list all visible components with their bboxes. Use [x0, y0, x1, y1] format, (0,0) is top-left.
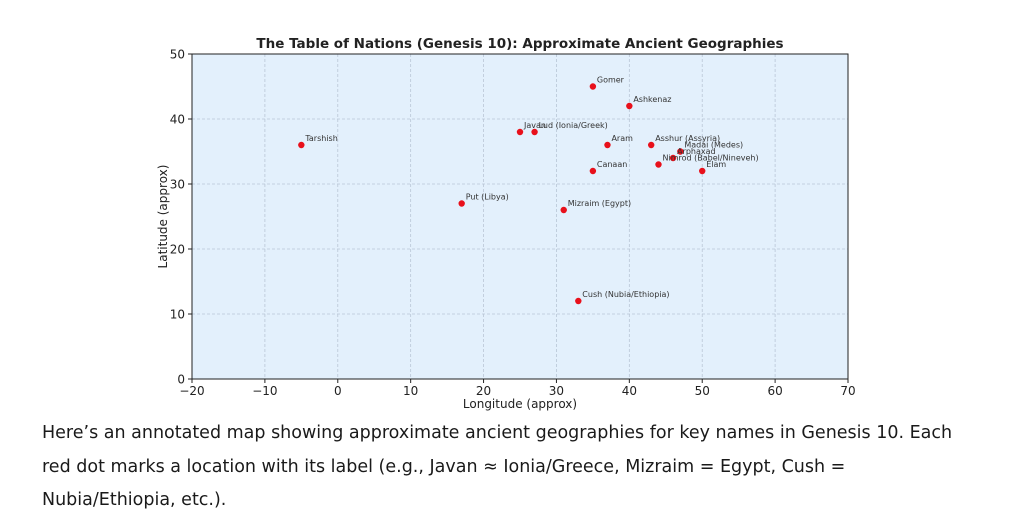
y-tick-label: 40 — [170, 113, 185, 127]
data-point — [669, 154, 677, 162]
point-label: Cush (Nubia/Ethiopia) — [582, 290, 669, 299]
axis-ticks: −20 −10 0 10 20 30 40 50 60 70 0 10 20 30 40 50 — [170, 48, 856, 399]
chart-figure: −20 −10 0 10 20 30 40 50 60 70 0 10 20 30 40 50 Gomer As… — [156, 36, 856, 411]
point-label: Asshur (Assyria) — [655, 134, 720, 143]
x-tick-label: 50 — [695, 384, 710, 398]
x-tick-label: −20 — [179, 384, 204, 398]
data-point — [589, 83, 597, 90]
x-tick-label: 60 — [767, 384, 782, 398]
point-label: Lud (Ionia/Greek) — [539, 121, 608, 130]
point-label: Madai (Medes) — [684, 141, 743, 150]
chart-title: The Table of Nations (Genesis 10): Appro… — [256, 36, 783, 52]
point-label: Ashkenaz — [633, 95, 671, 104]
point-label: Put (Libya) — [466, 193, 509, 202]
plot-area — [192, 54, 848, 379]
data-point — [604, 141, 611, 149]
data-point — [677, 148, 684, 155]
point-label: Arphaxad — [677, 147, 716, 156]
scatter-chart: −20 −10 0 10 20 30 40 50 60 70 0 10 20 30 40 50 Gomer As… — [156, 36, 856, 411]
data-point — [699, 167, 706, 175]
x-tick-label: 30 — [549, 384, 564, 398]
data-point — [560, 206, 567, 214]
x-tick-label: 20 — [476, 384, 491, 398]
point-label: Canaan — [597, 160, 627, 169]
y-tick-label: 50 — [170, 48, 185, 62]
caption-text: Here’s an annotated map showing approxim… — [42, 423, 953, 510]
point-label: Tarshish — [304, 134, 337, 143]
y-axis-label: Latitude (approx) — [156, 165, 170, 269]
y-tick-label: 30 — [170, 178, 185, 192]
point-label: Aram — [611, 134, 633, 143]
data-point — [648, 141, 655, 149]
point-label: Nimrod (Babel/Nineveh) — [662, 154, 758, 163]
y-tick-label: 0 — [177, 373, 185, 387]
point-label: Gomer — [597, 76, 625, 85]
data-point — [298, 141, 305, 149]
x-tick-label: 0 — [334, 384, 342, 398]
data-point — [655, 161, 662, 168]
x-tick-label: 40 — [622, 384, 637, 398]
plot-frame — [191, 53, 849, 380]
y-tick-label: 10 — [170, 308, 185, 322]
x-axis-label: Longitude (approx) — [463, 397, 577, 411]
x-tick-label: 70 — [840, 384, 855, 398]
data-point — [626, 102, 633, 110]
data-point — [589, 167, 597, 175]
point-label: Elam — [706, 160, 726, 169]
data-point — [575, 297, 582, 305]
y-tick-label: 20 — [170, 243, 185, 257]
data-point — [516, 128, 524, 136]
x-tick-label: 10 — [403, 384, 418, 398]
point-label: Javan — [523, 121, 546, 130]
data-point — [531, 128, 538, 136]
x-tick-label: −10 — [252, 384, 277, 398]
data-point — [458, 200, 465, 207]
point-label: Mizraim (Egypt) — [568, 199, 631, 208]
